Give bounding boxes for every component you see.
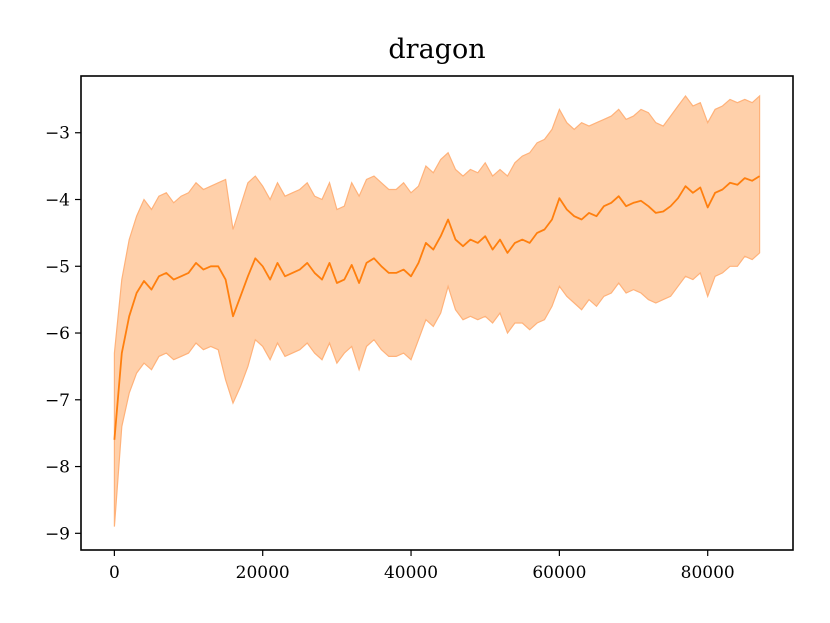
y-tick-label: −7 xyxy=(45,391,70,411)
y-tick-label: −9 xyxy=(45,524,70,544)
y-tick-label: −4 xyxy=(45,191,70,211)
y-tick-label: −6 xyxy=(45,324,70,344)
x-tick-label: 20000 xyxy=(236,563,290,583)
x-axis: 0 20000 40000 60000 80000 xyxy=(109,550,735,583)
confidence-band-group xyxy=(113,94,761,527)
y-tick-label: −3 xyxy=(45,124,70,144)
mean-line xyxy=(113,175,761,440)
confidence-band xyxy=(113,94,761,527)
y-tick-label: −5 xyxy=(45,257,70,277)
chart-title: dragon xyxy=(388,34,485,65)
x-tick-label: 80000 xyxy=(681,563,735,583)
mean-line-group xyxy=(113,175,761,440)
x-tick-label: 40000 xyxy=(384,563,438,583)
x-tick-label: 60000 xyxy=(532,563,586,583)
y-tick-label: −8 xyxy=(45,458,70,478)
x-tick-label: 0 xyxy=(109,563,120,583)
plot-frame xyxy=(80,75,794,551)
y-axis: −9 −8 −7 −6 −5 −4 −3 xyxy=(45,124,81,544)
